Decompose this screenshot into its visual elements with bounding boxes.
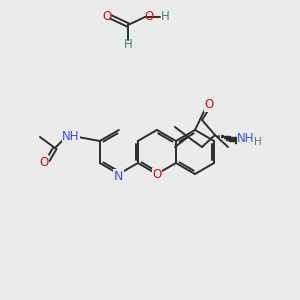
Text: H: H xyxy=(160,10,169,22)
Text: H: H xyxy=(124,38,132,50)
Text: O: O xyxy=(144,10,154,22)
Text: N: N xyxy=(114,169,124,182)
Text: NH: NH xyxy=(62,130,80,142)
Text: O: O xyxy=(152,169,161,182)
Text: O: O xyxy=(102,10,112,22)
Text: O: O xyxy=(39,155,49,169)
Text: NH: NH xyxy=(237,131,255,145)
Text: O: O xyxy=(204,98,214,112)
Text: H: H xyxy=(254,137,262,147)
